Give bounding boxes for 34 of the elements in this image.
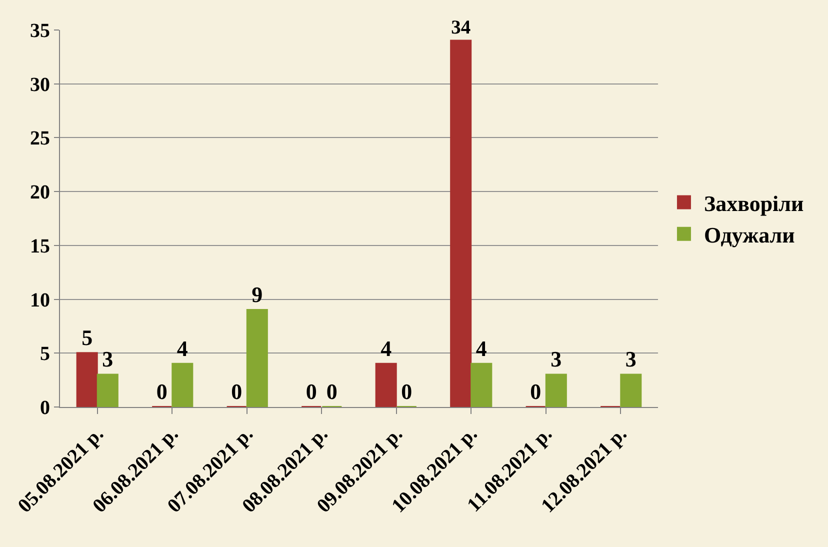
data-label: 9 — [252, 282, 263, 308]
y-tick-label: 20 — [30, 182, 50, 204]
bar — [620, 374, 642, 407]
data-label: 3 — [550, 346, 562, 372]
y-tick-label: 5 — [40, 343, 50, 366]
data-label: 5 — [82, 325, 93, 350]
bar — [246, 309, 268, 407]
data-label: 4 — [176, 336, 188, 361]
bar — [172, 362, 194, 407]
data-label: 4 — [476, 336, 487, 361]
y-tick-label: 35 — [30, 20, 50, 42]
data-label: 0 — [401, 379, 412, 404]
data-label: 0 — [306, 379, 317, 404]
bar — [450, 40, 472, 407]
y-tick-label: 10 — [30, 289, 50, 312]
legend-label: Захворіли — [704, 190, 804, 216]
data-label: 3 — [102, 346, 114, 372]
y-tick-label: 30 — [30, 74, 50, 96]
data-label: 0 — [530, 379, 542, 404]
y-tick-label: 0 — [40, 397, 50, 419]
data-label: 0 — [231, 379, 242, 404]
data-label: 4 — [380, 336, 392, 361]
bar — [76, 352, 98, 407]
y-tick-label: 25 — [30, 128, 50, 150]
data-label: 0 — [156, 379, 168, 404]
data-label: 34 — [451, 17, 471, 38]
legend-label: Одужали — [704, 222, 796, 248]
bar — [96, 374, 118, 407]
bar — [375, 362, 397, 407]
y-tick-label: 15 — [30, 235, 50, 258]
bar — [470, 362, 492, 407]
data-label: 3 — [625, 346, 636, 372]
bar — [545, 374, 567, 407]
data-label: 0 — [326, 379, 338, 404]
